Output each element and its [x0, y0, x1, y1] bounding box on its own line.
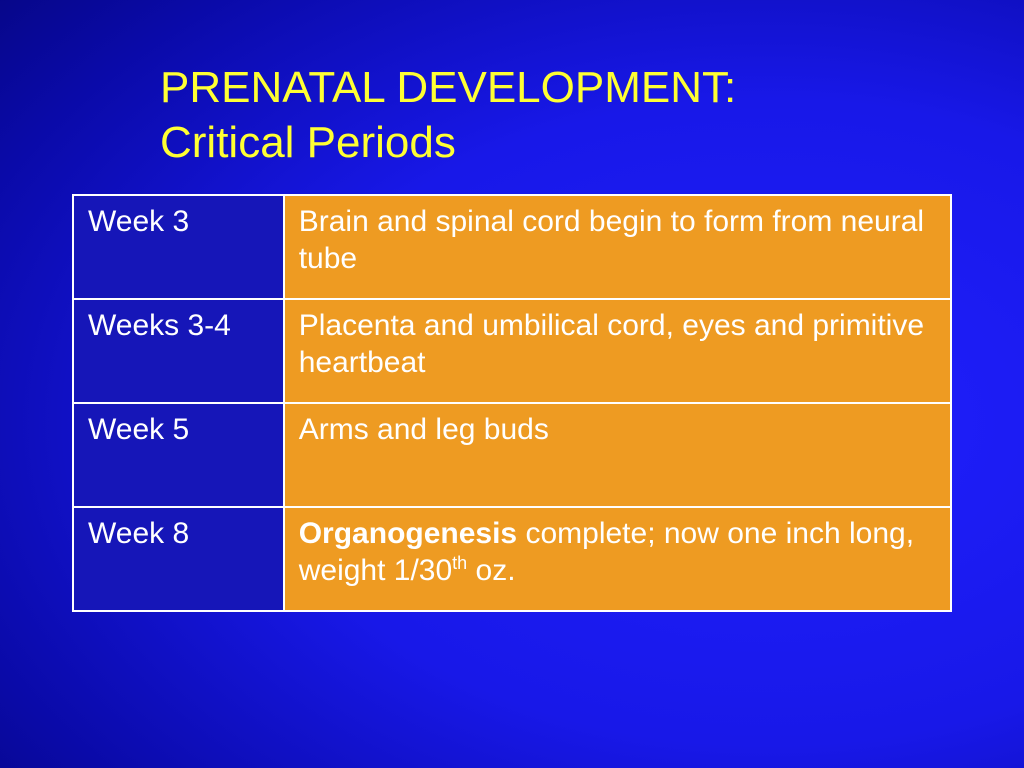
- cell-desc: Brain and spinal cord begin to form from…: [284, 195, 951, 299]
- title-line2: Critical Periods: [160, 118, 456, 167]
- cell-period: Week 8: [73, 507, 284, 611]
- desc-sup: th: [452, 553, 467, 573]
- desc-bold: Organogenesis: [299, 517, 517, 550]
- slide: PRENATAL DEVELOPMENT: Critical Periods W…: [0, 0, 1024, 768]
- cell-desc: Arms and leg buds: [284, 403, 951, 507]
- table-row: Weeks 3-4 Placenta and umbilical cord, e…: [73, 299, 951, 403]
- cell-desc: Organogenesis complete; now one inch lon…: [284, 507, 951, 611]
- cell-period: Weeks 3-4: [73, 299, 284, 403]
- cell-period: Week 5: [73, 403, 284, 507]
- table-row: Week 8 Organogenesis complete; now one i…: [73, 507, 951, 611]
- slide-title: PRENATAL DEVELOPMENT: Critical Periods: [72, 60, 952, 170]
- title-line1: PRENATAL DEVELOPMENT:: [160, 63, 736, 112]
- cell-period: Week 3: [73, 195, 284, 299]
- table-row: Week 3 Brain and spinal cord begin to fo…: [73, 195, 951, 299]
- cell-desc: Placenta and umbilical cord, eyes and pr…: [284, 299, 951, 403]
- desc-text: oz.: [467, 554, 515, 587]
- table-row: Week 5 Arms and leg buds: [73, 403, 951, 507]
- periods-table: Week 3 Brain and spinal cord begin to fo…: [72, 194, 952, 612]
